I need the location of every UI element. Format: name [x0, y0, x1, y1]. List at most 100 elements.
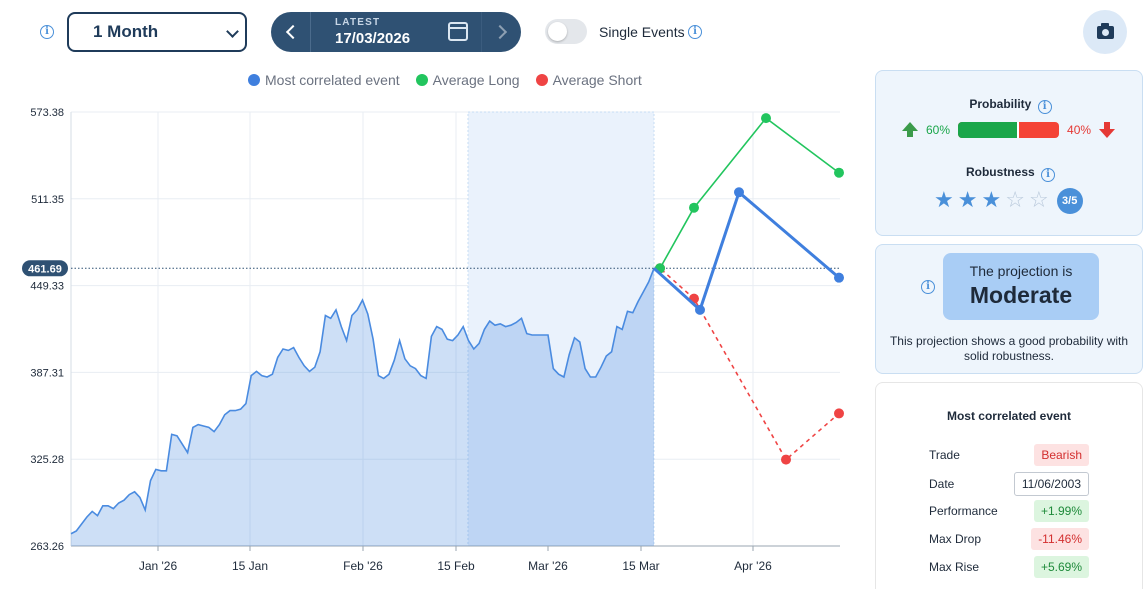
probability-bar-fill — [958, 122, 1019, 138]
single-events-info-icon[interactable]: i — [688, 25, 702, 39]
mc-row-value: Bearish — [1034, 444, 1089, 466]
x-tick-label: Mar '26 — [528, 559, 568, 573]
probability-panel: Probability i 60% 40% Robustness i ★ ★ ★ ☆ ☆… — [875, 70, 1143, 236]
x-tick-label: Feb '26 — [343, 559, 383, 573]
average-long-line — [654, 117, 840, 270]
robustness-stars: ★ ★ ★ ☆ ☆ 3/5 — [934, 188, 1083, 214]
legend-item-average-short[interactable]: Average Short — [535, 72, 642, 88]
previous-date-button[interactable] — [271, 12, 311, 52]
chevron-right-icon — [492, 24, 507, 40]
projection-description: This projection shows a good probability… — [889, 334, 1129, 363]
legend-dot-icon — [248, 74, 260, 86]
y-tick-label: 263.26 — [30, 541, 64, 553]
most-correlated-event-point — [834, 272, 844, 283]
robustness-info-icon[interactable]: i — [1041, 168, 1056, 182]
x-tick-label: 15 Jan — [232, 559, 268, 573]
mc-row-label: Performance — [929, 504, 998, 518]
legend-label: Most correlated event — [265, 72, 400, 88]
probability-info-icon[interactable]: i — [1037, 100, 1052, 114]
projection-badge: The projection is Moderate — [943, 253, 1099, 320]
x-tick-label: 15 Feb — [437, 559, 475, 573]
y-tick-label: 511.35 — [31, 194, 64, 206]
chevron-left-icon — [285, 24, 300, 40]
mc-row-label: Date — [929, 477, 955, 491]
average-short-line — [654, 267, 840, 461]
average-short-point — [834, 408, 844, 419]
chevron-down-icon — [226, 25, 239, 38]
mc-row-date: Date 11/06/2003 — [929, 472, 1089, 496]
average-short-point — [781, 454, 791, 465]
average-long-point — [834, 167, 844, 178]
legend-label: Average Short — [552, 72, 642, 88]
next-date-button[interactable] — [481, 12, 521, 52]
x-tick-label: 15 Mar — [622, 559, 659, 573]
mc-row-label: Max Drop — [929, 532, 982, 546]
y-tick-label: 449.33 — [30, 281, 64, 293]
star-filled-icon: ★ — [957, 188, 978, 213]
star-filled-icon: ★ — [934, 188, 954, 213]
screenshot-button[interactable] — [1083, 10, 1127, 54]
chart-legend: Most correlated event Average Long Avera… — [248, 72, 642, 88]
most-correlated-panel: Most correlated event Trade Bearish Date 11… — [875, 382, 1143, 589]
probability-down-pct: 40% — [1067, 123, 1092, 137]
mc-row-max-drop: Max Drop -11.46% — [929, 528, 1089, 550]
arrow-up-icon — [902, 122, 918, 137]
camera-icon — [1096, 22, 1114, 39]
toggle-knob — [548, 22, 567, 41]
most-correlated-title: Most correlated event — [946, 409, 1072, 423]
legend-item-average-long[interactable]: Average Long — [415, 72, 520, 88]
legend-dot-icon — [535, 74, 548, 86]
legend-dot-icon — [415, 74, 428, 86]
star-empty-icon: ☆ — [1005, 188, 1025, 213]
current-value-badge — [22, 260, 68, 277]
average-long-point — [761, 113, 771, 124]
mc-row-value: 11/06/2003 — [1013, 472, 1089, 496]
projection-panel: i The projection is Moderate This projec… — [875, 244, 1143, 374]
probability-row: 60% 40% — [902, 122, 1116, 138]
projection-prefix: The projection is — [969, 263, 1073, 279]
probability-up-pct: 60% — [926, 123, 951, 137]
mc-row-performance: Performance +1.99% — [929, 500, 1089, 522]
single-events-label: Single Events — [599, 24, 685, 40]
legend-item-most-correlated[interactable]: Most correlated event — [248, 72, 400, 88]
date-display: LATEST 17/03/2026 — [335, 17, 411, 47]
most-correlated-event-point — [734, 187, 744, 198]
date-value: 17/03/2026 — [335, 30, 411, 47]
y-tick-label: 387.31 — [30, 367, 64, 379]
current-value-label: 461.69 — [28, 263, 62, 275]
date-caption: LATEST — [335, 17, 381, 28]
single-events-toggle[interactable] — [545, 19, 587, 44]
calendar-icon[interactable] — [448, 22, 468, 41]
robustness-title: Robustness i — [876, 165, 1142, 182]
mc-row-value: +1.99% — [1033, 500, 1089, 522]
history-area — [71, 268, 654, 546]
x-tick-label: Jan '26 — [139, 559, 178, 573]
probability-title: Probability i — [876, 97, 1142, 114]
x-tick-label: Apr '26 — [734, 559, 772, 573]
period-info-icon[interactable]: i — [40, 25, 54, 39]
history-line — [70, 268, 655, 535]
price-projection-chart[interactable]: 573.38 511.35 449.33 387.31 325.28 263.26 Jan … — [0, 66, 860, 589]
mc-row-max-rise: Max Rise +5.69% — [929, 556, 1089, 578]
mc-row-value: +5.69% — [1033, 556, 1089, 578]
arrow-down-icon — [1099, 122, 1116, 138]
star-empty-icon: ☆ — [1028, 188, 1049, 213]
most-correlated-event-line — [652, 190, 840, 312]
date-navigator: LATEST 17/03/2026 — [271, 12, 521, 52]
robustness-score: 3/5 — [1056, 188, 1083, 214]
probability-bar — [958, 122, 1060, 138]
mc-row-trade: Trade Bearish — [929, 444, 1089, 466]
mc-row-value: -11.46% — [1031, 528, 1089, 550]
projection-level: Moderate — [969, 282, 1073, 308]
period-select[interactable]: 1 Month — [67, 12, 247, 52]
period-select-value: 1 Month — [93, 22, 159, 41]
y-tick-label: 573.38 — [30, 107, 64, 119]
mc-row-label: Trade — [929, 448, 960, 462]
mc-row-label: Max Rise — [929, 560, 980, 574]
average-long-point — [689, 202, 699, 213]
star-filled-icon: ★ — [981, 188, 1002, 213]
legend-label: Average Long — [432, 72, 520, 88]
y-tick-label: 325.28 — [30, 454, 64, 466]
projection-info-icon[interactable]: i — [921, 280, 935, 294]
